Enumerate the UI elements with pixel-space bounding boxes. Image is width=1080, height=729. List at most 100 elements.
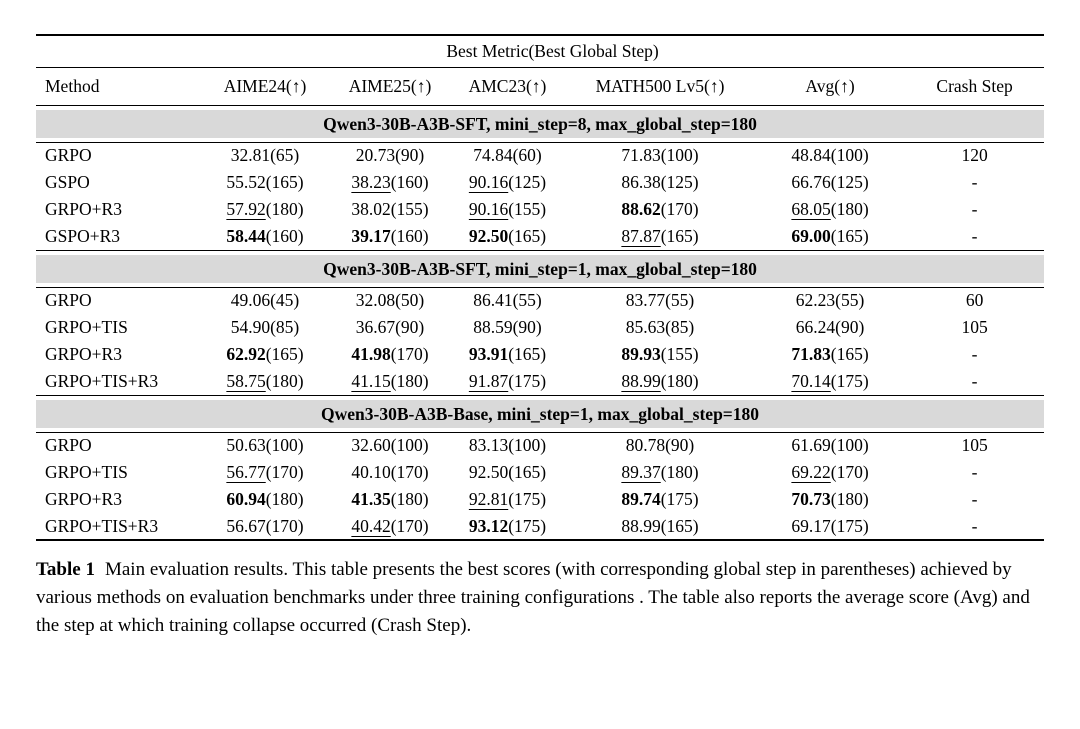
metric-cell: 32.60(100) [330, 432, 450, 459]
metric-cell: 55.52(165) [200, 169, 330, 196]
metric-cell: 58.75(180) [200, 368, 330, 395]
metric-cell: 71.83(100) [565, 142, 755, 169]
score-value: 49.06 [230, 290, 271, 311]
score-value: 89.74 [621, 489, 661, 509]
score-value: 54.90 [230, 317, 271, 337]
step-value: (90) [512, 317, 542, 337]
metric-cell: 86.41(55) [450, 287, 565, 314]
metric-cell: 32.08(50) [330, 287, 450, 314]
section-header-cell: Qwen3-30B-A3B-SFT, mini_step=8, max_glob… [36, 104, 1045, 143]
method-cell: GSPO+R3 [45, 225, 121, 246]
metric-cell: 93.12(175) [450, 513, 565, 540]
score-value: 85.63 [625, 317, 666, 337]
crash-step-cell: 120 [961, 145, 988, 166]
metric-cell: 66.76(125) [755, 169, 905, 196]
score-value: 62.23 [795, 290, 836, 311]
score-value: 39.17 [351, 225, 391, 246]
spanner-spacer-left [36, 35, 200, 68]
metric-cell: 90.16(125) [450, 169, 565, 196]
score-value: 91.87 [468, 370, 509, 391]
step-value: (180) [265, 199, 304, 219]
metric-cell: 69.17(175) [755, 513, 905, 540]
metric-cell: 70.14(175) [755, 368, 905, 395]
metric-cell: 54.90(85) [200, 314, 330, 341]
step-value: (175) [830, 515, 869, 536]
metric-cell: 39.17(160) [330, 223, 450, 250]
spanner-row: Best Metric(Best Global Step) [36, 35, 1045, 68]
metric-cell: 90.16(155) [450, 196, 565, 223]
step-value: (165) [508, 344, 547, 364]
step-value: (90) [665, 435, 695, 456]
table-row: GRPO 50.63(100) 32.60(100) 83.13(100) 80.78(… [36, 432, 1044, 459]
score-value: 32.60 [351, 435, 391, 456]
method-cell: GRPO+R3 [45, 489, 122, 509]
crash-step-cell: - [971, 199, 978, 219]
score-value: 56.67 [226, 515, 266, 536]
method-cell: GRPO+TIS+R3 [45, 515, 159, 536]
step-value: (180) [265, 370, 304, 391]
column-header: AIME25(↑) [348, 75, 432, 96]
step-value: (100) [660, 145, 699, 166]
crash-step-cell: - [971, 344, 978, 364]
section-header-cell: Qwen3-30B-A3B-Base, mini_step=1, max_glo… [36, 394, 1045, 433]
crash-step-cell: - [971, 370, 978, 391]
metric-cell: 92.81(175) [450, 486, 565, 513]
column-header: MATH500 Lv5(↑) [595, 75, 725, 96]
score-value: 68.05 [791, 199, 831, 219]
step-value: (100) [265, 435, 304, 456]
metric-cell: 56.77(170) [200, 459, 330, 486]
step-value: (165) [660, 515, 699, 536]
score-value: 86.38 [621, 172, 661, 192]
score-value: 71.83 [621, 145, 661, 166]
score-value: 92.50 [468, 462, 509, 482]
score-value: 55.52 [226, 172, 266, 192]
step-value: (175) [830, 370, 869, 391]
step-value: (170) [830, 462, 869, 482]
crash-step-cell: - [971, 172, 978, 192]
step-value: (175) [508, 489, 547, 509]
score-value: 66.24 [795, 317, 836, 337]
score-value: 89.37 [621, 462, 661, 482]
score-value: 41.98 [351, 344, 391, 364]
section-header-row: Qwen3-30B-A3B-SFT, mini_step=1, max_glob… [36, 249, 1045, 288]
metric-cell: 41.98(170) [330, 341, 450, 368]
metric-cell: 69.22(170) [755, 459, 905, 486]
step-value: (85) [270, 317, 300, 337]
table-row: GRPO+TIS+R3 56.67(170) 40.42(170) 93.12(175… [36, 513, 1044, 540]
metric-cell: 88.99(180) [565, 368, 755, 395]
metric-cell: 40.42(170) [330, 513, 450, 540]
metric-cell: 40.10(170) [330, 459, 450, 486]
step-value: (60) [512, 145, 542, 166]
metric-cell: 32.81(65) [200, 142, 330, 169]
step-value: (100) [830, 435, 869, 456]
metric-cell: 56.67(170) [200, 513, 330, 540]
step-value: (180) [830, 489, 869, 509]
column-header: Avg(↑) [805, 75, 855, 96]
step-value: (125) [508, 172, 547, 192]
score-value: 83.13 [468, 435, 509, 456]
table-row: GRPO+TIS 56.77(170) 40.10(170) 92.50(165) 89… [36, 459, 1044, 486]
metric-cell: 92.50(165) [450, 459, 565, 486]
score-value: 61.69 [791, 435, 831, 456]
metric-cell: 88.62(170) [565, 196, 755, 223]
metric-cell: 50.63(100) [200, 432, 330, 459]
step-value: (175) [660, 489, 699, 509]
caption-text: Main evaluation results. This table pres… [36, 559, 1030, 636]
step-value: (65) [270, 145, 300, 166]
score-value: 69.17 [791, 515, 831, 536]
step-value: (55) [512, 290, 542, 311]
metric-cell: 38.02(155) [330, 196, 450, 223]
table-row: GRPO+R3 57.92(180) 38.02(155) 90.16(155) 88.… [36, 196, 1044, 223]
score-value: 89.93 [621, 344, 661, 364]
score-value: 71.83 [791, 344, 831, 364]
step-value: (90) [835, 317, 865, 337]
step-value: (125) [660, 172, 699, 192]
score-value: 70.73 [791, 489, 831, 509]
column-header: AMC23(↑) [468, 75, 547, 96]
table-row: GSPO 55.52(165) 38.23(160) 90.16(125) 86.38(… [36, 169, 1044, 196]
score-value: 50.63 [226, 435, 266, 456]
metric-cell: 80.78(90) [565, 432, 755, 459]
metric-cell: 62.92(165) [200, 341, 330, 368]
metric-cell: 89.74(175) [565, 486, 755, 513]
